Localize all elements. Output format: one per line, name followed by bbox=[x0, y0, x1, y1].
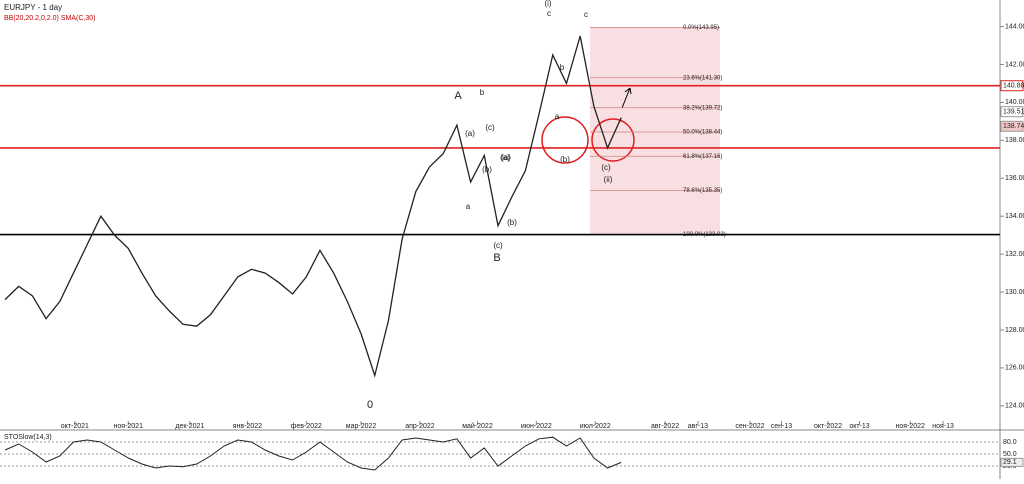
target-circle bbox=[541, 116, 589, 164]
wave-label: A bbox=[454, 90, 462, 102]
x-tick-label: сен-13 bbox=[771, 423, 792, 430]
wave-label: a bbox=[466, 202, 471, 211]
y-tick-label: 132.00 bbox=[1005, 251, 1024, 258]
y-tick-label: 138.00 bbox=[1005, 137, 1024, 144]
x-tick-label: апр-2022 bbox=[405, 423, 435, 430]
price-tag bbox=[1000, 120, 1024, 132]
target-circle bbox=[591, 118, 635, 162]
x-tick-label: июл-2022 bbox=[580, 423, 611, 430]
x-tick-label: окт-13 bbox=[849, 423, 869, 430]
fib-label: 23.6%(141.30) bbox=[683, 75, 722, 81]
level-label: 140.88 bbox=[1003, 83, 1024, 90]
wave-label: a bbox=[555, 112, 560, 121]
indicator-label: BB(20,20.2,0,2.0) SMA(C,30) bbox=[4, 15, 95, 22]
wave-labels: 0AB(a)(b)(c)abc(a)(b)(c)abc(b)(c)(a)(i)(… bbox=[367, 0, 613, 411]
wave-label: B bbox=[493, 252, 500, 264]
x-tick-label: авг-2022 bbox=[651, 423, 679, 430]
x-tick-label: сен-2022 bbox=[735, 423, 764, 430]
osc-tick-label: 80.0 bbox=[1003, 439, 1017, 446]
fib-label: 38.2%(139.72) bbox=[683, 105, 722, 111]
wave-label: b bbox=[560, 63, 565, 72]
y-tick-label: 128.00 bbox=[1005, 327, 1024, 334]
oscillator-label: STOSlow(14,3) bbox=[4, 434, 52, 441]
fib-label: 0.0%(143.95) bbox=[683, 25, 719, 31]
price-label: 139.51 bbox=[1003, 109, 1024, 116]
price-label: 138.74 bbox=[1003, 123, 1024, 130]
y-tick-label: 142.00 bbox=[1005, 61, 1024, 68]
wave-label: c bbox=[547, 9, 551, 18]
wave-label: b bbox=[480, 88, 485, 97]
y-tick-label: 134.00 bbox=[1005, 213, 1024, 220]
fib-label: 50.0%(138.44) bbox=[683, 130, 722, 136]
wave-label: (c) bbox=[601, 163, 611, 172]
chart-title: EURJPY - 1 day bbox=[4, 3, 62, 12]
wave-label: (i) bbox=[544, 0, 551, 8]
wave-label: (a) bbox=[500, 153, 510, 162]
y-tick-label: 144.00 bbox=[1005, 23, 1024, 30]
x-tick-label: окт-2021 bbox=[61, 423, 89, 430]
x-tick-label: май-2022 bbox=[462, 422, 493, 430]
x-tick-label: мар-2022 bbox=[346, 423, 377, 430]
x-tick-label: авг-13 bbox=[688, 423, 708, 430]
wave-label: (c) bbox=[485, 123, 495, 132]
osc-tick-label: 50.0 bbox=[1003, 451, 1017, 458]
y-tick-label: 136.00 bbox=[1005, 175, 1024, 182]
fib-label: 78.6%(135.35) bbox=[683, 188, 722, 194]
y-tick-label: 140.00 bbox=[1005, 99, 1024, 106]
price-tag bbox=[1000, 106, 1024, 118]
wave-label: (b) bbox=[560, 155, 570, 164]
x-tick-label: ноя-2021 bbox=[114, 423, 144, 430]
wave-label: (ii) bbox=[604, 175, 613, 184]
x-tick-label: янв-2022 bbox=[233, 423, 262, 430]
x-tick-label: ноя-2022 bbox=[895, 423, 925, 430]
level-tag bbox=[1000, 80, 1024, 92]
fib-label: 61.8%(137.16) bbox=[683, 154, 722, 160]
y-tick-label: 130.00 bbox=[1005, 289, 1024, 296]
price-line bbox=[4, 35, 622, 378]
x-tick-label: фев-2022 bbox=[291, 423, 322, 430]
osc-last-tag bbox=[1000, 457, 1024, 467]
arrow bbox=[621, 87, 632, 109]
fibonacci-zone bbox=[590, 27, 720, 235]
x-tick-label: дек-2021 bbox=[175, 423, 204, 430]
x-tick-label: окт-2022 bbox=[814, 423, 842, 430]
y-tick-label: 126.00 bbox=[1005, 365, 1024, 372]
y-tick-label: 124.00 bbox=[1005, 403, 1024, 410]
wave-label: (c) bbox=[493, 241, 503, 250]
osc-line bbox=[4, 436, 622, 471]
wave-label: (b) bbox=[507, 218, 517, 227]
wave-label: (a) bbox=[501, 153, 511, 162]
osc-last-label: 29.1 bbox=[1003, 459, 1017, 466]
x-tick-label: июн-2022 bbox=[521, 423, 552, 430]
wave-label: c bbox=[584, 10, 588, 19]
wave-label: (a) bbox=[465, 129, 475, 138]
x-tick-label: ноя-13 bbox=[932, 423, 954, 430]
wave-label: 0 bbox=[367, 399, 373, 411]
